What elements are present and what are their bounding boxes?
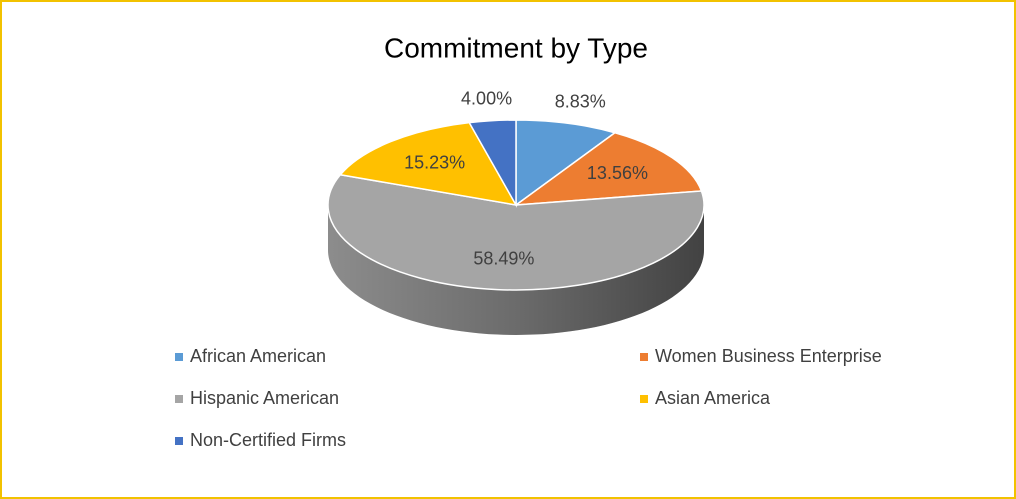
slice (513, 131, 703, 206)
data-label: 13.56% (587, 163, 648, 183)
chart-title: Commitment by Type (384, 32, 648, 63)
slice (515, 119, 617, 207)
legend-swatch (175, 395, 183, 403)
legend-swatch (640, 395, 648, 403)
legend-swatch (175, 437, 183, 445)
legend-label: Non-Certified Firms (190, 430, 346, 450)
slice (468, 119, 517, 208)
data-label: 8.83% (555, 92, 606, 112)
data-label: 4.00% (461, 88, 512, 108)
legend-swatch (640, 353, 648, 361)
data-label: 58.49% (473, 249, 534, 269)
data-label: 15.23% (404, 153, 465, 173)
slice (338, 121, 518, 207)
legend-label: Asian America (655, 388, 771, 408)
legend-label: Women Business Enterprise (655, 346, 882, 366)
side-shade (328, 205, 704, 335)
slice (327, 173, 705, 291)
legend-label: Hispanic American (190, 388, 339, 408)
legend-swatch (175, 353, 183, 361)
legend-label: African American (190, 346, 326, 366)
